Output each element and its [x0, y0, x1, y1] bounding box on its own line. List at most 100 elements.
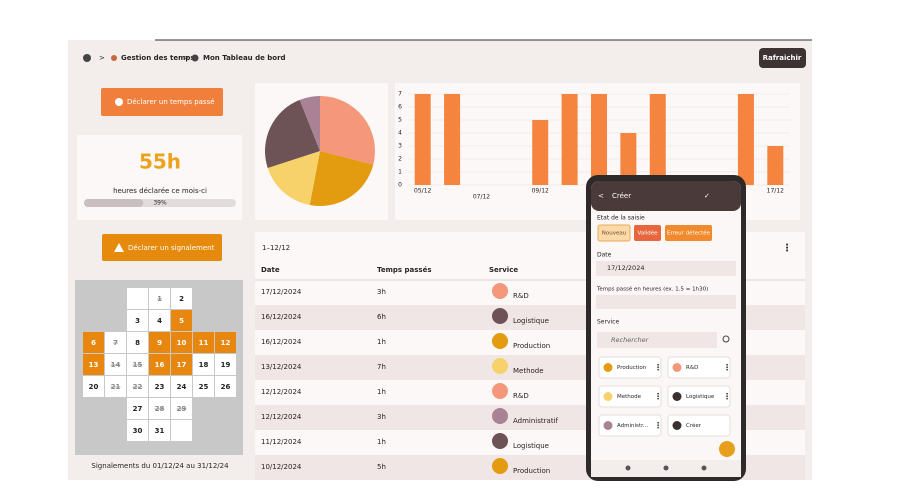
calendar-day[interactable] — [83, 354, 104, 375]
hours: 55h — [139, 150, 181, 174]
service-chip-label: Methode — [617, 394, 642, 400]
service-chip[interactable] — [598, 385, 662, 408]
calendar-day[interactable] — [171, 288, 192, 309]
y-tick-label: 0 — [398, 182, 402, 189]
x-tick-label: 07/12 — [473, 194, 490, 201]
bar — [737, 94, 754, 185]
calendar-day[interactable] — [127, 398, 148, 419]
declare-report-button[interactable] — [102, 234, 222, 261]
cell-date: 16/12/2024 — [261, 313, 302, 321]
calendar-day[interactable] — [127, 332, 148, 353]
calendar-day[interactable] — [171, 310, 192, 331]
calendar-day[interactable] — [83, 332, 104, 353]
date-field[interactable] — [596, 261, 736, 276]
button-label: Déclarer un signalement — [128, 244, 215, 252]
day-label: 10 — [177, 339, 187, 347]
calendar-day[interactable] — [171, 354, 192, 375]
y-tick-label: 4 — [398, 130, 402, 137]
calendar-day[interactable] — [105, 332, 126, 353]
sep: > — [99, 54, 105, 62]
calendar-day[interactable] — [83, 376, 104, 397]
day-label: 3 — [135, 317, 140, 325]
day-label: 4 — [157, 317, 162, 325]
day-label: 20 — [89, 383, 99, 391]
pie-slice — [309, 151, 374, 206]
chip-menu[interactable]: ⋮ — [723, 392, 731, 401]
x-tick-label: 17/12 — [767, 188, 784, 195]
search-icon[interactable] — [722, 335, 730, 343]
table-range: 1–12/12 — [262, 244, 290, 252]
calendar-day[interactable] — [127, 354, 148, 375]
day-label: 9 — [157, 339, 162, 347]
calendar-day[interactable] — [149, 310, 170, 331]
bar — [620, 133, 637, 185]
icon — [191, 54, 199, 62]
y-tick-label: 2 — [398, 156, 402, 163]
time-field[interactable] — [596, 295, 736, 309]
calendar-day[interactable] — [193, 354, 214, 375]
calendar-day[interactable] — [215, 354, 236, 375]
refresh-button[interactable] — [759, 48, 806, 68]
service-chip[interactable] — [667, 385, 731, 408]
menu-icon[interactable]: ⋮ — [782, 243, 792, 254]
confirm-fab[interactable] — [719, 441, 735, 457]
check[interactable]: ✓ — [704, 192, 710, 200]
day-label: 13 — [89, 361, 99, 369]
calendar-day[interactable] — [171, 398, 192, 419]
day-label: 22 — [133, 383, 143, 391]
day-label: 15 — [133, 361, 143, 369]
hours-caption: heures déclarée ce mois-ci — [113, 187, 207, 195]
calendar-day[interactable] — [215, 376, 236, 397]
calendar-day[interactable] — [105, 354, 126, 375]
calendar-day[interactable] — [149, 288, 170, 309]
declare-time-button[interactable] — [101, 88, 223, 116]
nav-button[interactable] — [625, 465, 631, 471]
calendar-day[interactable] — [149, 420, 170, 441]
calendar-day[interactable] — [149, 376, 170, 397]
calendar-day[interactable] — [149, 398, 170, 419]
state-chip[interactable] — [634, 225, 661, 241]
cell-service: Production — [513, 342, 550, 350]
home-icon[interactable] — [83, 54, 91, 62]
cell-time: 1h — [377, 338, 386, 346]
pie-slice — [265, 99, 320, 168]
calendar-day[interactable] — [127, 376, 148, 397]
bar — [649, 94, 666, 185]
calendar-day[interactable] — [149, 354, 170, 375]
day-label: 14 — [111, 361, 121, 369]
y-tick-label: 5 — [398, 117, 402, 124]
chip-menu[interactable]: ⋮ — [723, 363, 731, 372]
calendar-day[interactable] — [171, 376, 192, 397]
calendar-day[interactable] — [127, 310, 148, 331]
service-dot — [492, 283, 508, 299]
service-chip[interactable] — [598, 356, 662, 379]
column-header: Date — [261, 266, 280, 274]
service-chip[interactable] — [667, 356, 731, 379]
calendar-day[interactable] — [105, 376, 126, 397]
back[interactable]: < — [598, 192, 604, 200]
progress-label: 39% — [153, 200, 167, 207]
day-label: 12 — [221, 339, 231, 347]
state-chip[interactable] — [597, 224, 631, 242]
search-placeholder: Rechercher — [611, 336, 650, 344]
calendar-day[interactable] — [149, 332, 170, 353]
calendar-day[interactable] — [193, 376, 214, 397]
calendar-day[interactable] — [193, 332, 214, 353]
service-chip-label: Logistique — [686, 394, 715, 400]
cell-time: 5h — [377, 463, 386, 471]
service-chip[interactable] — [598, 414, 662, 437]
chip-menu[interactable]: ⋮ — [654, 421, 662, 430]
chip-menu[interactable]: ⋮ — [654, 363, 662, 372]
chip-menu[interactable]: ⋮ — [654, 392, 662, 401]
day-label: 7 — [113, 339, 118, 347]
search-field[interactable] — [597, 332, 717, 348]
nav-button[interactable] — [701, 465, 707, 471]
state-chip[interactable] — [665, 225, 712, 241]
calendar-day[interactable] — [127, 420, 148, 441]
calendar-day[interactable] — [171, 332, 192, 353]
service-chip[interactable] — [667, 414, 731, 437]
nav-button[interactable] — [663, 465, 669, 471]
pie-slice — [320, 96, 375, 165]
calendar-day[interactable] — [215, 332, 236, 353]
